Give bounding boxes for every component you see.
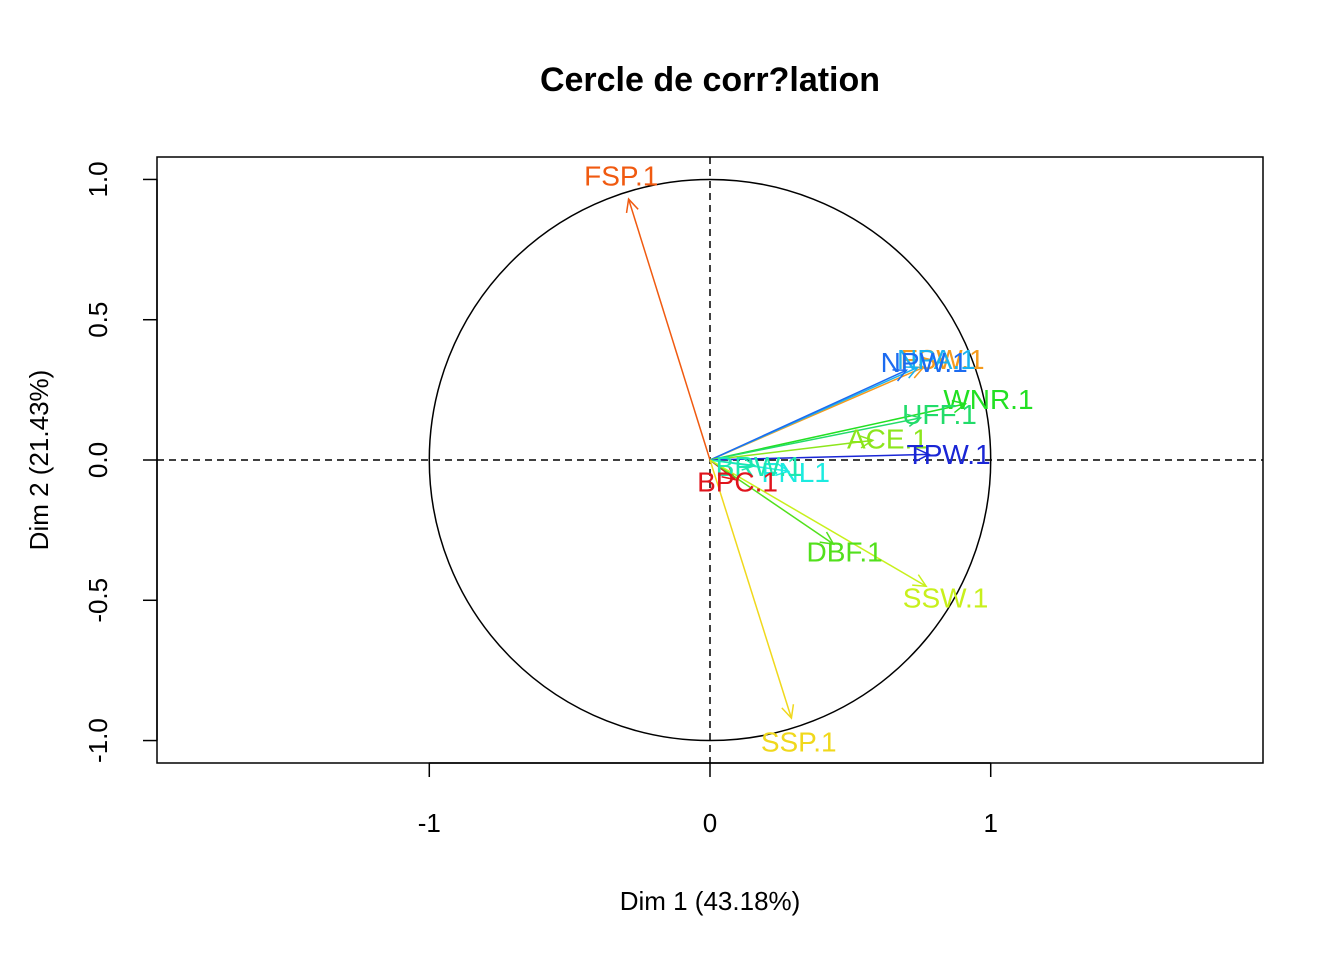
y-tick-label: 0.5 — [83, 302, 113, 338]
variable-label: FSW.1 — [901, 344, 985, 375]
arrow-shaft — [709, 403, 966, 461]
arrow-shaft — [709, 459, 834, 545]
variable-label: WNR.1 — [943, 384, 1033, 415]
variable-arrow — [709, 457, 757, 471]
variable-arrow — [709, 459, 795, 720]
arrow-head — [951, 399, 968, 414]
arrow-head — [741, 457, 757, 471]
arrow-shaft — [709, 459, 927, 587]
x-tick-label: -1 — [418, 808, 441, 838]
arrow-shaft — [709, 417, 921, 461]
variable-label: BRW.1 — [716, 451, 803, 482]
variable-arrow — [709, 459, 928, 588]
variable-label: SSW.1 — [903, 583, 989, 614]
arrow-head — [781, 704, 795, 720]
variable-arrow — [709, 435, 875, 461]
x-axis-label: Dim 1 (43.18%) — [620, 886, 801, 916]
variable-arrow — [709, 447, 931, 462]
variable-label: FSP.1 — [584, 161, 658, 192]
variable-label: BPC.1 — [697, 466, 778, 497]
x-axis: -1 0 1 — [418, 762, 998, 838]
arrow-head — [819, 531, 835, 546]
arrow-head — [625, 197, 639, 214]
variable-arrow — [709, 369, 909, 461]
variable-arrow — [709, 413, 923, 461]
arrow-shaft — [709, 453, 929, 461]
y-axis: -1.0 -0.5 0.0 0.5 1.0 — [83, 161, 158, 763]
y-axis-label: Dim 2 (21.43%) — [24, 370, 54, 551]
arrow-shaft — [709, 459, 756, 467]
arrow-head — [912, 574, 928, 588]
arrow-head — [903, 366, 920, 379]
variable-arrow — [709, 459, 835, 546]
y-tick-label: 1.0 — [83, 161, 113, 197]
y-tick-label: 0.0 — [83, 442, 113, 478]
variable-label: NPA.1 — [897, 344, 976, 375]
variable-label: FNL1 — [761, 457, 829, 488]
y-tick-label: -1.0 — [83, 718, 113, 763]
arrow-head — [892, 369, 909, 382]
variable-label: NPW.1 — [881, 347, 968, 378]
arrow-head — [906, 413, 923, 427]
y-tick-label: -0.5 — [83, 578, 113, 623]
variable-label: DBF.1 — [807, 537, 883, 568]
arrow-head — [721, 466, 737, 481]
variable-arrow — [625, 197, 711, 461]
variable-label: SSP.1 — [761, 726, 837, 757]
arrow-shaft — [627, 198, 711, 461]
arrow-head — [775, 462, 791, 477]
arrow-shaft — [709, 459, 793, 719]
variable-label: ACE.1 — [847, 424, 928, 455]
variable-label: TPW.1 — [907, 439, 991, 470]
variable-arrows — [625, 197, 968, 720]
arrow-head — [915, 447, 931, 462]
chart-title: Cercle de corr?lation — [540, 61, 880, 99]
variable-arrow — [709, 399, 968, 461]
arrow-shaft — [709, 369, 907, 461]
x-tick-label: 0 — [703, 808, 717, 838]
variable-label: UFF.1 — [902, 399, 977, 430]
arrow-head — [859, 435, 875, 449]
arrow-shaft — [709, 439, 873, 461]
x-tick-label: 1 — [983, 808, 997, 838]
